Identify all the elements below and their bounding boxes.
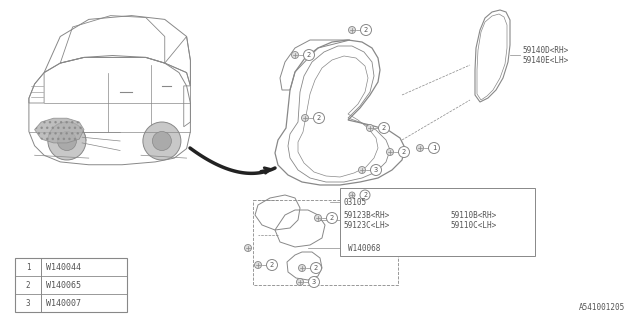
Circle shape [291,52,298,59]
Circle shape [378,123,390,133]
Circle shape [349,192,355,198]
Text: 2: 2 [402,149,406,155]
Circle shape [399,147,410,157]
Circle shape [360,190,370,200]
Circle shape [244,244,252,252]
Circle shape [21,278,35,292]
Text: 2: 2 [307,52,311,58]
Circle shape [429,142,440,154]
Text: W140007: W140007 [46,299,81,308]
Text: 59140D<RH>: 59140D<RH> [522,45,568,54]
Polygon shape [35,118,84,143]
Circle shape [358,166,365,173]
Text: 2: 2 [364,27,368,33]
Circle shape [298,265,305,271]
Circle shape [360,25,371,36]
Circle shape [58,132,76,150]
Text: 2: 2 [330,215,334,221]
Text: 1: 1 [26,262,30,271]
Text: 59110B<RH>: 59110B<RH> [450,211,496,220]
Text: 3: 3 [312,279,316,285]
Circle shape [326,212,337,223]
Circle shape [266,260,278,270]
Circle shape [301,115,308,122]
Circle shape [48,122,86,160]
Circle shape [152,132,172,150]
Text: W140068: W140068 [348,244,380,252]
Text: 2: 2 [26,281,30,290]
Circle shape [314,214,321,221]
Text: 2: 2 [314,265,318,271]
Text: A541001205: A541001205 [579,303,625,312]
Text: W140065: W140065 [46,281,81,290]
Text: 1: 1 [432,145,436,151]
Circle shape [387,148,394,156]
Circle shape [143,122,181,160]
Circle shape [21,296,35,310]
Text: 2: 2 [363,192,367,198]
FancyBboxPatch shape [15,258,127,312]
Text: 2: 2 [270,262,274,268]
Circle shape [21,260,35,274]
Text: 59123C<LH>: 59123C<LH> [343,220,389,229]
Circle shape [314,113,324,124]
Circle shape [296,278,303,285]
Circle shape [310,262,321,274]
Circle shape [349,27,355,34]
Text: 3: 3 [374,167,378,173]
Circle shape [255,261,262,268]
Text: W140044: W140044 [46,262,81,271]
Circle shape [417,145,424,151]
Circle shape [308,276,319,287]
Circle shape [303,50,314,60]
Circle shape [371,164,381,175]
Text: 2: 2 [382,125,386,131]
Text: 2: 2 [317,115,321,121]
Text: 59140E<LH>: 59140E<LH> [522,55,568,65]
Text: 3: 3 [26,299,30,308]
Text: 59110C<LH>: 59110C<LH> [450,220,496,229]
FancyBboxPatch shape [340,188,535,256]
Text: 03105: 03105 [343,197,366,206]
Circle shape [367,124,374,132]
Text: 59123B<RH>: 59123B<RH> [343,211,389,220]
